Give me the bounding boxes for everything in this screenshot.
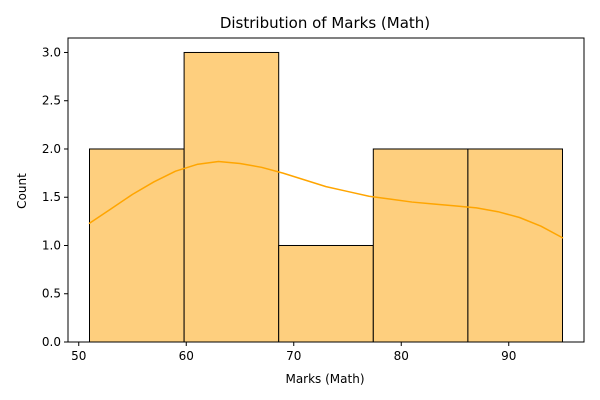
y-axis-label: Count [15, 173, 29, 209]
histogram-bar-1 [89, 148, 185, 343]
kde-curve [88, 160, 564, 239]
y-tick-label: 1.5 [42, 190, 61, 204]
histogram-bar-5 [467, 148, 563, 343]
x-tick-label: 90 [501, 349, 516, 363]
chart-title: Distribution of Marks (Math) [220, 14, 430, 32]
y-tick-label: 2.0 [42, 142, 61, 156]
ticks-layer: 50 60 70 80 90 0.0 0.5 1.0 1.5 2.0 2.5 3.0 [42, 45, 516, 363]
y-tick-label: 0.0 [42, 335, 61, 349]
y-tick-label: 0.5 [42, 287, 61, 301]
x-tick-label: 50 [71, 349, 86, 363]
x-tick-label: 60 [179, 349, 194, 363]
x-tick-label: 80 [394, 349, 409, 363]
x-tick-label: 70 [286, 349, 301, 363]
kde-layer [88, 160, 564, 239]
x-axis-label: Marks (Math) [285, 372, 364, 386]
histogram-bar-3 [278, 244, 374, 343]
histogram-bar-2 [183, 51, 280, 343]
y-tick-label: 2.5 [42, 94, 61, 108]
histogram-bar-4 [372, 148, 469, 343]
y-tick-label: 3.0 [42, 45, 61, 59]
plot-frame [67, 37, 585, 343]
axes-layer [67, 37, 585, 343]
bars-layer [89, 51, 563, 343]
y-tick-label: 1.0 [42, 238, 61, 252]
